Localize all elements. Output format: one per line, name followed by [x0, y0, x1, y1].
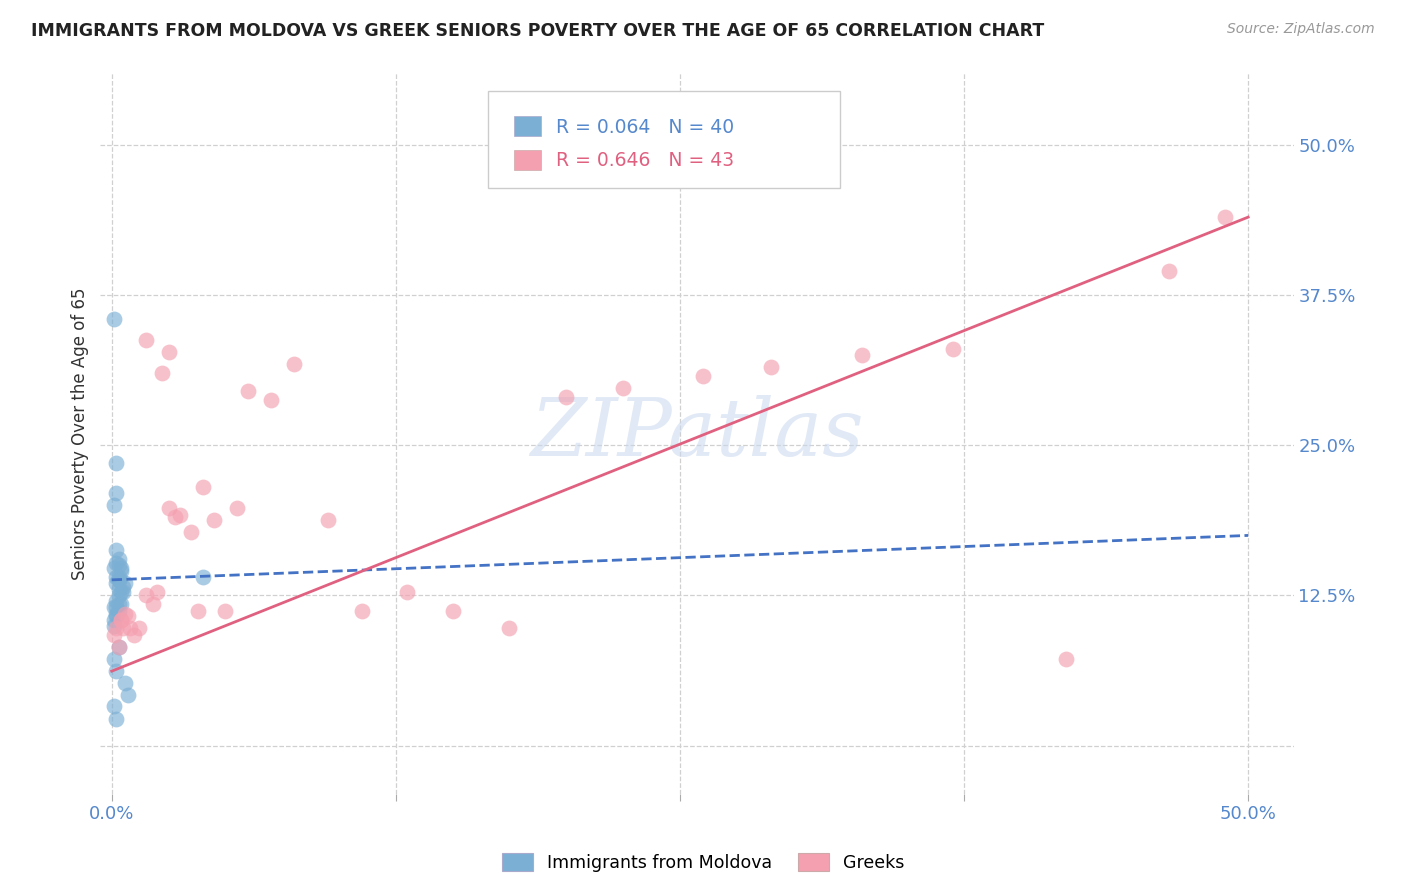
- Point: [117, 608, 139, 623]
- Point: [118, 621, 141, 635]
- Point: [441, 604, 464, 618]
- Point: [105, 664, 128, 678]
- Point: [110, 585, 132, 599]
- Point: [225, 500, 247, 515]
- Point: [169, 508, 191, 522]
- Point: [103, 561, 125, 575]
- Y-axis label: Seniors Poverty Over the Age of 65: Seniors Poverty Over the Age of 65: [72, 287, 89, 580]
- FancyBboxPatch shape: [488, 91, 841, 188]
- Point: [105, 556, 128, 570]
- Point: [350, 604, 373, 618]
- Point: [112, 621, 135, 635]
- Point: [110, 613, 132, 627]
- Point: [110, 597, 132, 611]
- Point: [105, 456, 128, 470]
- Point: [942, 343, 965, 357]
- Point: [112, 580, 135, 594]
- Point: [191, 570, 214, 584]
- Point: [114, 576, 136, 591]
- Point: [124, 628, 146, 642]
- Text: Source: ZipAtlas.com: Source: ZipAtlas.com: [1227, 22, 1375, 37]
- Point: [135, 589, 157, 603]
- Point: [283, 357, 305, 371]
- Point: [107, 640, 129, 654]
- Point: [236, 384, 259, 399]
- Point: [180, 524, 202, 539]
- Point: [107, 589, 129, 603]
- Point: [107, 640, 129, 654]
- Point: [107, 573, 129, 587]
- Point: [105, 712, 128, 726]
- Point: [135, 333, 157, 347]
- Point: [128, 621, 150, 635]
- Point: [105, 594, 128, 608]
- Point: [103, 618, 125, 632]
- Point: [114, 676, 136, 690]
- Text: IMMIGRANTS FROM MOLDOVA VS GREEK SENIORS POVERTY OVER THE AGE OF 65 CORRELATION : IMMIGRANTS FROM MOLDOVA VS GREEK SENIORS…: [31, 22, 1045, 40]
- Point: [612, 381, 634, 395]
- Point: [112, 585, 135, 599]
- Legend: Immigrants from Moldova, Greeks: Immigrants from Moldova, Greeks: [495, 847, 911, 879]
- Point: [165, 510, 187, 524]
- Text: R = 0.646   N = 43: R = 0.646 N = 43: [557, 152, 734, 170]
- Point: [107, 597, 129, 611]
- Point: [555, 390, 578, 404]
- Point: [103, 600, 125, 615]
- Point: [1157, 264, 1180, 278]
- Point: [105, 600, 128, 615]
- Point: [150, 366, 173, 380]
- Point: [105, 608, 128, 623]
- Point: [103, 613, 125, 627]
- Point: [103, 499, 125, 513]
- Point: [396, 585, 419, 599]
- Point: [105, 621, 128, 635]
- Point: [103, 698, 125, 713]
- Point: [1215, 210, 1237, 224]
- Point: [187, 604, 209, 618]
- Point: [103, 652, 125, 666]
- Point: [110, 613, 132, 627]
- Point: [107, 573, 129, 587]
- Point: [851, 348, 873, 362]
- Point: [107, 570, 129, 584]
- Point: [105, 607, 128, 621]
- Point: [107, 558, 129, 573]
- Point: [107, 552, 129, 566]
- Point: [110, 565, 132, 579]
- Point: [146, 585, 169, 599]
- Point: [105, 486, 128, 500]
- Point: [103, 312, 125, 326]
- Point: [117, 688, 139, 702]
- Point: [142, 597, 165, 611]
- Point: [107, 604, 129, 618]
- Point: [105, 570, 128, 584]
- Point: [105, 542, 128, 557]
- Point: [114, 607, 136, 621]
- Point: [260, 392, 283, 407]
- Point: [1054, 652, 1077, 666]
- Point: [103, 628, 125, 642]
- FancyBboxPatch shape: [515, 116, 541, 136]
- Point: [692, 368, 714, 383]
- Point: [316, 513, 339, 527]
- Point: [191, 480, 214, 494]
- Point: [202, 513, 225, 527]
- Text: ZIPatlas: ZIPatlas: [530, 394, 863, 472]
- Point: [110, 561, 132, 575]
- FancyBboxPatch shape: [515, 150, 541, 170]
- Point: [157, 344, 180, 359]
- Point: [498, 621, 520, 635]
- Text: R = 0.064   N = 40: R = 0.064 N = 40: [557, 118, 734, 136]
- Point: [759, 360, 782, 375]
- Point: [105, 576, 128, 591]
- Point: [214, 604, 236, 618]
- Point: [157, 500, 180, 515]
- Point: [107, 582, 129, 597]
